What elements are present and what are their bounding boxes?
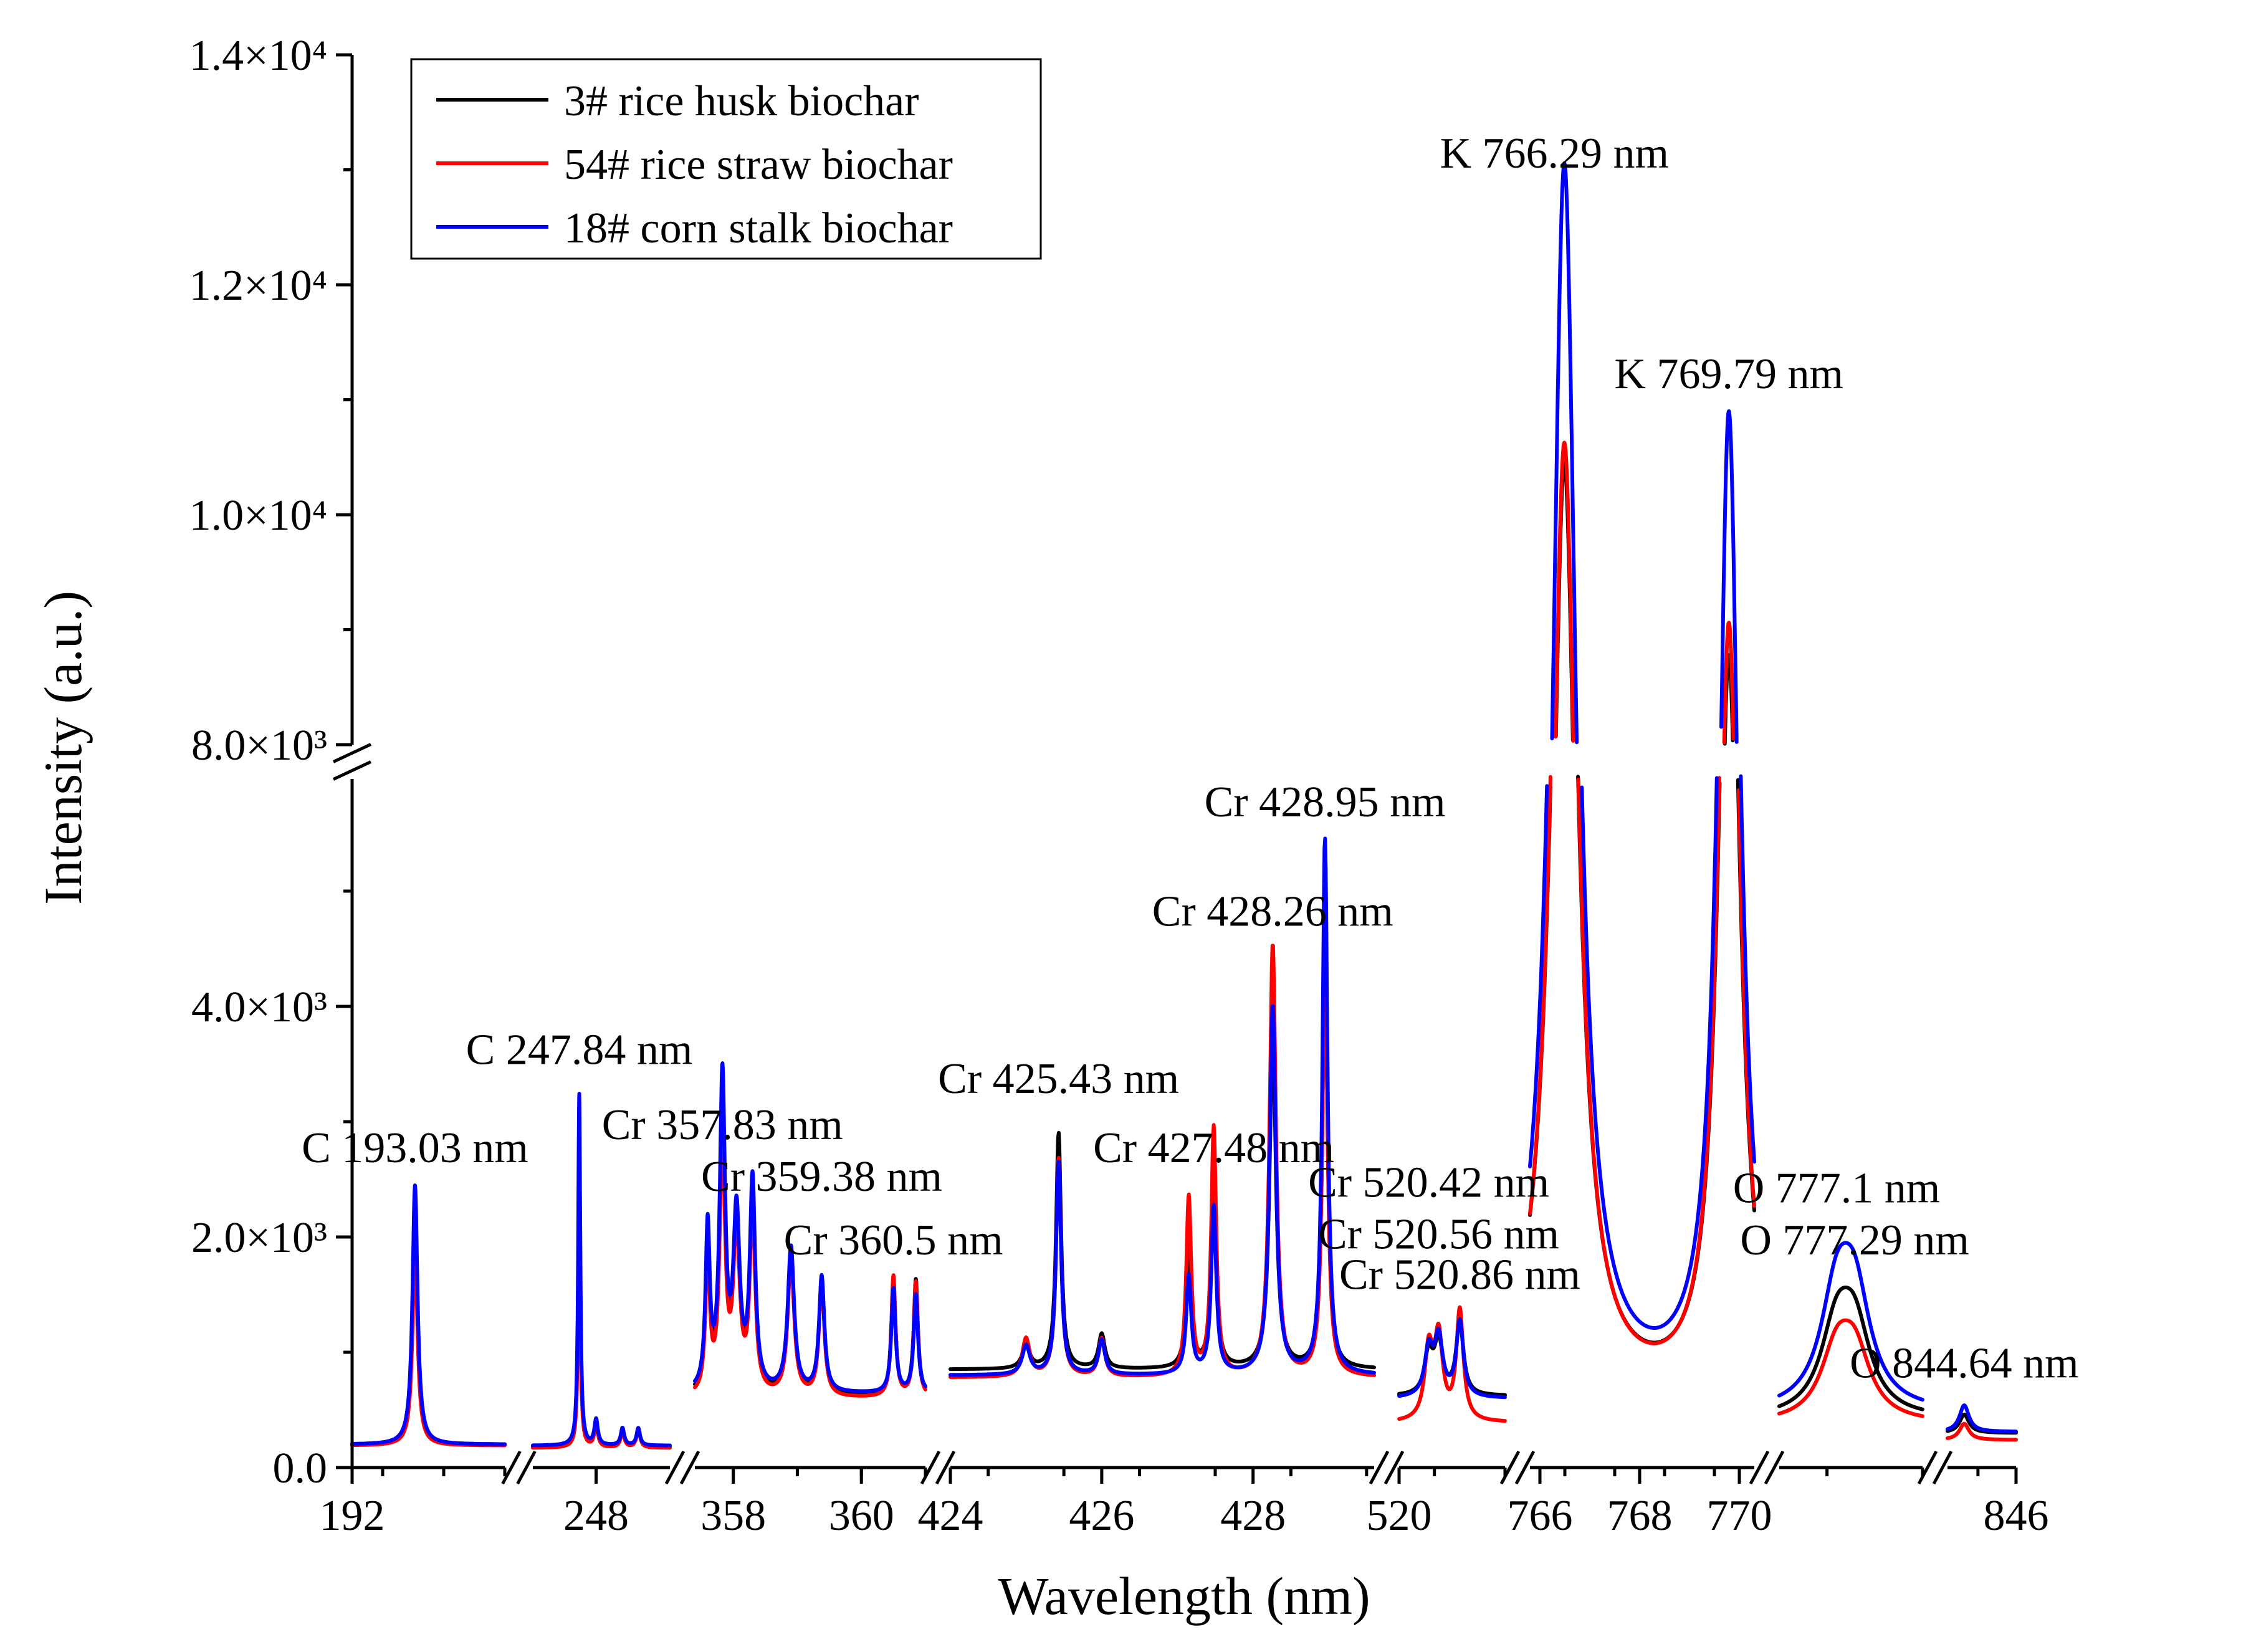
x-axis-break <box>501 1450 522 1485</box>
peak-label: Cr 428.26 nm <box>1152 888 1393 936</box>
x-axis-break <box>664 1450 686 1485</box>
legend-label-corn-stalk: 18# corn stalk biochar <box>564 204 953 252</box>
series-line-seg-4-0 <box>1397 1305 1507 1423</box>
y-tick-label: 1.4×10⁴ <box>189 32 327 80</box>
series-layer <box>350 161 2018 1450</box>
series-line-seg-2-0 <box>693 1061 927 1393</box>
x-axis-break <box>1499 1450 1521 1485</box>
series-line-seg-5-3 <box>1719 409 1739 744</box>
series-line-seg-5-1 <box>1550 161 1579 745</box>
x-tick-label: 426 <box>1069 1492 1134 1540</box>
x-tick-label: 424 <box>918 1492 983 1540</box>
series-line-seg-6-0 <box>1777 1241 1924 1402</box>
series-line-seg-5-3 <box>1722 621 1736 745</box>
series-line-seg-0-0 <box>350 1248 507 1448</box>
series-line-seg-1-0 <box>531 1180 672 1450</box>
series-18-corn-stalk-biochar <box>350 161 2018 1448</box>
peak-label: Cr 520.42 nm <box>1308 1158 1549 1206</box>
series-line-seg-1-0 <box>531 1092 672 1448</box>
series-line-seg-5-0 <box>1528 775 1552 1216</box>
series-line-seg-5-2 <box>1576 776 1721 1345</box>
series-line-seg-5-2 <box>1580 776 1719 1330</box>
x-axis-break <box>920 1450 941 1485</box>
y-tick-label: 1.0×10⁴ <box>189 492 327 540</box>
x-axis-break <box>1917 1450 1938 1485</box>
series-line-seg-5-0 <box>1528 784 1549 1168</box>
x-axis-break <box>1764 1450 1785 1485</box>
x-tick-label: 770 <box>1707 1492 1772 1540</box>
peak-label: Cr 520.56 nm <box>1318 1211 1559 1259</box>
series-54-rice-straw-biochar <box>350 441 2018 1450</box>
x-tick-label: 248 <box>563 1492 629 1540</box>
y-tick-label: 4.0×10³ <box>191 983 327 1031</box>
legend: 3# rice husk biochar 54# rice straw bioc… <box>410 58 1042 260</box>
y-axis-break <box>332 760 372 781</box>
series-line-seg-5-4 <box>1739 774 1756 1164</box>
series-line-seg-6-0 <box>1777 1286 1924 1411</box>
y-tick-label: 1.2×10⁴ <box>189 262 327 310</box>
series-line-seg-5-4 <box>1736 788 1756 1208</box>
peak-label: K 766.29 nm <box>1440 130 1669 178</box>
x-axis-break <box>1369 1450 1390 1485</box>
peak-label: K 769.79 nm <box>1614 350 1843 398</box>
peak-label: Cr 359.38 nm <box>701 1153 942 1201</box>
x-tick-label: 428 <box>1220 1492 1286 1540</box>
y-tick-label: 8.0×10³ <box>191 722 327 770</box>
x-axis-break <box>1514 1450 1536 1485</box>
peak-label: Cr 425.43 nm <box>938 1055 1179 1103</box>
series-line-seg-3-0 <box>949 836 1376 1377</box>
series-line-seg-6-0 <box>1777 1318 1924 1418</box>
y-tick-label: 0.0 <box>273 1444 328 1492</box>
peak-label: Cr 520.86 nm <box>1339 1251 1580 1299</box>
x-tick-label: 358 <box>700 1492 766 1540</box>
peak-label: Cr 357.83 nm <box>602 1101 843 1149</box>
x-axis-break <box>1383 1450 1405 1485</box>
series-line-seg-0-0 <box>350 1183 507 1446</box>
peak-label: Cr 428.95 nm <box>1205 778 1446 826</box>
x-axis-break <box>935 1450 956 1485</box>
series-line-seg-1-0 <box>531 1133 672 1449</box>
peak-label: C 247.84 nm <box>466 1026 693 1074</box>
x-axis-break <box>516 1450 537 1485</box>
y-tick-label: 2.0×10³ <box>191 1214 327 1262</box>
x-axis-title: Wavelength (nm) <box>998 1566 1370 1626</box>
series-line-seg-4-0 <box>1397 1317 1507 1400</box>
x-tick-label: 192 <box>320 1492 385 1540</box>
series-line-seg-0-0 <box>350 1200 507 1446</box>
series-line-seg-7-0 <box>1946 1421 2018 1442</box>
x-tick-label: 520 <box>1367 1492 1432 1540</box>
peak-label: O 777.29 nm <box>1740 1216 1969 1264</box>
x-axis-break <box>1932 1450 1953 1485</box>
peak-label: O 777.1 nm <box>1733 1165 1941 1213</box>
series-line-seg-5-1 <box>1554 441 1575 743</box>
x-axis-break <box>1749 1450 1770 1485</box>
series-line-seg-7-0 <box>1946 1403 2018 1434</box>
peak-label: C 193.03 nm <box>302 1124 528 1172</box>
peak-label: O 844.64 nm <box>1850 1340 2079 1388</box>
x-tick-label: 768 <box>1607 1492 1673 1540</box>
peak-label: Cr 427.48 nm <box>1093 1124 1334 1172</box>
x-tick-label: 766 <box>1508 1492 1573 1540</box>
x-tick-label: 846 <box>1984 1492 2049 1540</box>
legend-label-rice-straw: 54# rice straw biochar <box>564 141 953 189</box>
y-axis-title: Intensity (a.u.) <box>33 591 93 905</box>
peak-label: Cr 360.5 nm <box>784 1216 1003 1264</box>
x-axis-break <box>679 1450 700 1485</box>
y-axis-break <box>332 743 372 763</box>
legend-label-rice-husk: 3# rice husk biochar <box>564 77 919 125</box>
axes: 0.0 2.0×10³ 4.0×10³ 8.0×10³ 1.0×10⁴ 1.2×10⁴ 1.… <box>189 32 2049 1540</box>
x-tick-label: 360 <box>829 1492 894 1540</box>
